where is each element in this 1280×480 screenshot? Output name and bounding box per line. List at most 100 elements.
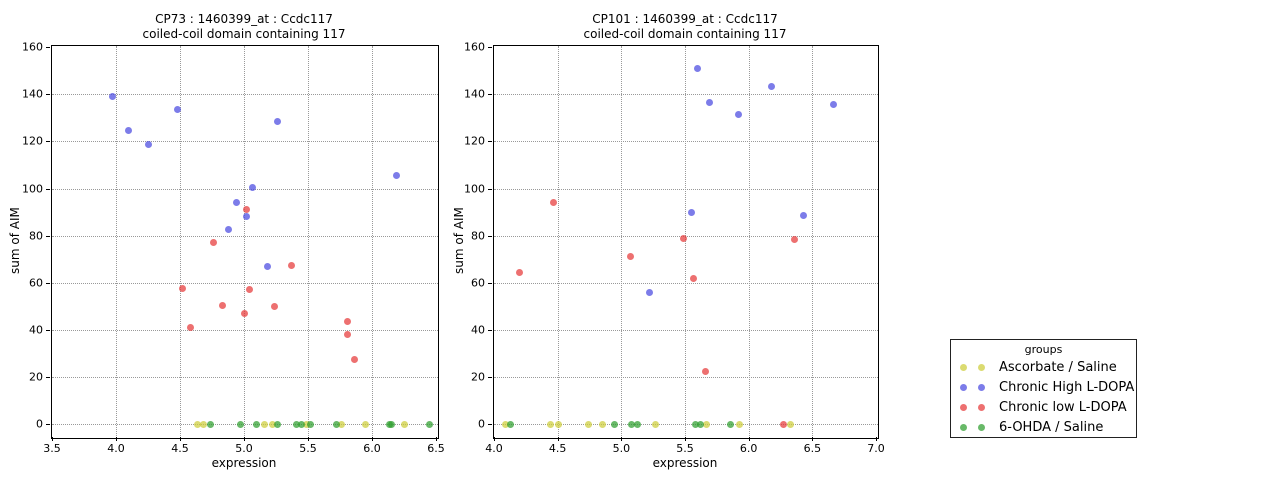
data-point [768, 82, 776, 90]
y-tick-mark [488, 94, 492, 96]
data-point [344, 331, 352, 339]
data-point [350, 355, 358, 363]
y-tick-mark [488, 377, 492, 379]
data-point [344, 318, 352, 326]
data-point [125, 127, 133, 135]
y-tick-label: 0 [36, 417, 43, 431]
plot-title: CP73 : 1460399_at : Ccdc117 coiled-coil … [51, 12, 437, 42]
data-point [273, 117, 281, 125]
gridline [52, 188, 438, 190]
y-tick-label: 160 [464, 40, 485, 54]
legend-item: Chronic High L-DOPA [951, 378, 1136, 397]
x-tick-mark [876, 437, 877, 441]
gridline [116, 46, 117, 438]
scatter-marker-icon [978, 364, 985, 371]
y-tick-label: 140 [22, 87, 43, 101]
data-point [392, 172, 400, 180]
data-point [634, 420, 642, 428]
x-tick-label: 5.5 [676, 442, 694, 455]
x-tick-mark [557, 437, 559, 441]
data-point [680, 234, 688, 242]
gridline [52, 141, 438, 143]
y-tick-label: 140 [464, 87, 485, 101]
data-point [337, 420, 345, 428]
x-tick-mark [812, 437, 814, 441]
data-point [787, 420, 795, 428]
data-point [307, 420, 315, 428]
gridline [308, 46, 309, 438]
x-tick-label: 3.5 [43, 442, 61, 455]
data-point [550, 199, 558, 207]
legend-title: groups [1024, 343, 1063, 356]
data-point [696, 420, 704, 428]
gridline [180, 46, 181, 438]
x-tick-label: 6.5 [427, 442, 445, 455]
data-point [736, 420, 744, 428]
gridline [372, 46, 373, 438]
legend-item: Ascorbate / Saline [951, 358, 1136, 377]
x-tick-mark [436, 437, 437, 441]
y-tick-label: 80 [471, 229, 485, 243]
legend-item-label: Ascorbate / Saline [999, 360, 1117, 375]
data-point [703, 420, 711, 428]
y-tick-label: 100 [464, 182, 485, 196]
data-point [194, 420, 202, 428]
x-tick-mark [308, 437, 309, 441]
gridline [557, 46, 559, 438]
data-point [173, 106, 181, 114]
data-point [691, 420, 699, 428]
legend-item-label: 6-OHDA / Saline [999, 420, 1104, 435]
data-point [501, 420, 509, 428]
data-point [734, 110, 742, 118]
data-point [209, 239, 217, 247]
x-tick-mark [244, 437, 245, 441]
y-tick-mark [46, 235, 50, 237]
data-point [273, 420, 281, 428]
data-point [249, 183, 257, 191]
gridline [812, 46, 814, 438]
gridline [494, 377, 878, 379]
data-point [628, 420, 636, 428]
y-tick-label: 20 [471, 370, 485, 384]
data-point [179, 285, 187, 293]
x-tick-label: 7.0 [867, 442, 885, 455]
y-tick-mark [46, 188, 50, 190]
y-tick-label: 60 [29, 276, 43, 290]
data-point [799, 212, 807, 220]
data-point [199, 420, 207, 428]
gridline [494, 329, 878, 331]
y-tick-mark [488, 235, 492, 237]
y-tick-mark [46, 282, 50, 284]
x-tick-label: 6.0 [739, 442, 758, 455]
x-tick-label: 6.5 [803, 442, 822, 455]
x-tick-label: 5.0 [612, 442, 631, 455]
data-point [426, 420, 434, 428]
x-tick-label: 4.0 [107, 442, 125, 455]
data-point [387, 420, 395, 428]
data-point [243, 206, 251, 214]
data-point [287, 261, 295, 269]
data-point [690, 274, 698, 282]
plot-title: CP101 : 1460399_at : Ccdc117 coiled-coil… [493, 12, 877, 42]
gridline [748, 46, 750, 438]
data-point [240, 309, 248, 317]
plot-area [51, 45, 439, 439]
data-point [268, 420, 276, 428]
y-tick-mark [488, 282, 492, 284]
legend-item-label: Chronic High L-DOPA [999, 380, 1135, 395]
data-point [186, 324, 194, 332]
data-point [292, 420, 300, 428]
x-tick-mark [180, 437, 181, 441]
x-tick-label: 4.0 [485, 442, 503, 455]
data-point [362, 420, 370, 428]
y-tick-mark [488, 188, 492, 190]
x-tick-label: 5.0 [235, 442, 253, 455]
gridline [494, 188, 878, 190]
data-point [303, 420, 311, 428]
data-point [694, 64, 702, 72]
gridline [52, 424, 438, 426]
plot-title-line1: CP101 : 1460399_at : Ccdc117 [592, 12, 778, 26]
data-point [791, 235, 798, 243]
data-point [218, 301, 226, 309]
gridline [244, 46, 245, 438]
